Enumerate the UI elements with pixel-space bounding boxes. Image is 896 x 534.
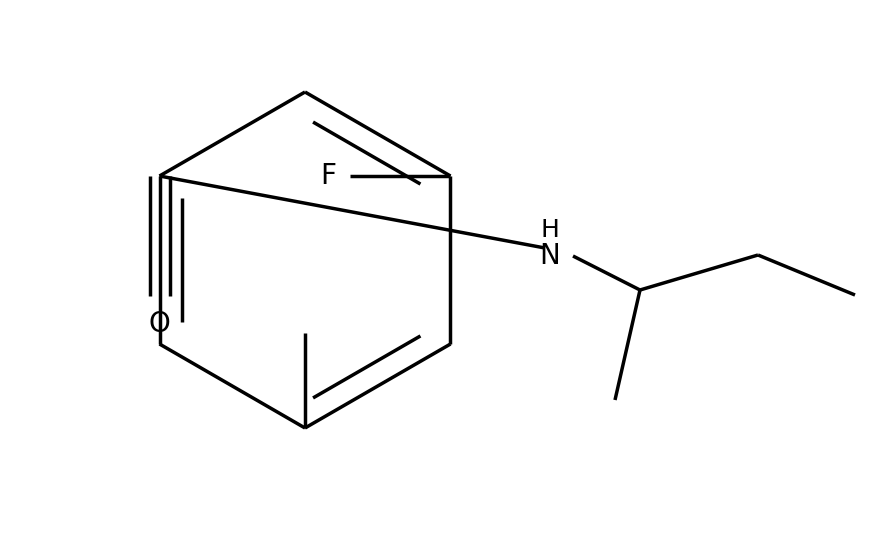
Text: N: N (539, 242, 560, 270)
Text: O: O (149, 310, 170, 338)
Text: H: H (540, 218, 559, 242)
Text: F: F (321, 162, 337, 190)
